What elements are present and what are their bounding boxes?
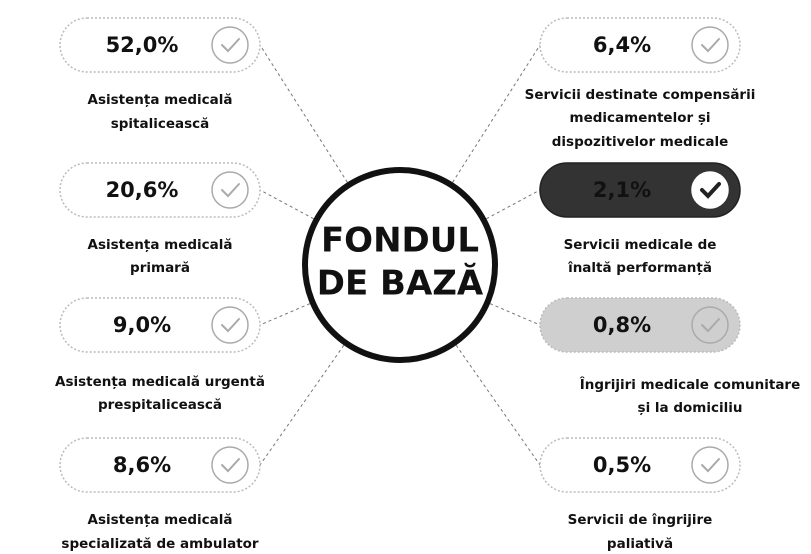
value-pill — [539, 297, 741, 353]
item-label: medicamentelor și — [570, 110, 711, 126]
value: 0,8% — [593, 313, 651, 337]
value: 20,6% — [106, 178, 179, 202]
value-pill — [59, 437, 261, 493]
check-mark — [701, 318, 720, 333]
check-mark — [221, 38, 240, 53]
value-pill — [539, 17, 741, 73]
check-mark — [221, 318, 240, 333]
check-icon — [691, 306, 729, 344]
link-line — [452, 44, 541, 183]
value-pill — [59, 297, 261, 353]
check-icon — [211, 446, 249, 484]
check-mark — [221, 458, 240, 473]
link-line — [259, 303, 311, 326]
item-label: Asistența medicală — [88, 512, 233, 528]
center-line: FONDUL — [321, 221, 479, 261]
check-mark — [700, 182, 721, 199]
item-label: Servicii medicale de — [564, 237, 717, 253]
value: 8,6% — [113, 453, 171, 477]
link-line — [489, 303, 541, 326]
item-label: specializată de ambulator — [61, 536, 259, 552]
check-mark — [701, 458, 720, 473]
links — [259, 44, 541, 466]
value-pill — [59, 162, 261, 218]
check-icon — [211, 171, 249, 209]
item-label: Asistența medicală — [88, 237, 233, 253]
value: 0,5% — [593, 453, 651, 477]
check-icon — [211, 26, 249, 64]
item-label: Servicii de îngrijire — [568, 512, 713, 528]
link-line — [259, 44, 348, 183]
link-line — [455, 344, 541, 466]
check-icon — [691, 26, 729, 64]
check-icon — [691, 446, 729, 484]
item-label: dispozitivelor medicale — [552, 134, 728, 150]
item-label: Asistența medicală urgentă — [55, 374, 265, 390]
link-line — [259, 189, 314, 220]
item-label: Asistența medicală — [88, 92, 233, 108]
item-label: Servicii destinate compensării — [525, 87, 756, 103]
check-mark — [701, 38, 720, 53]
value-pill — [539, 437, 741, 493]
value-pill — [539, 162, 741, 218]
value: 6,4% — [593, 33, 651, 57]
value: 52,0% — [106, 33, 179, 57]
value: 9,0% — [113, 313, 171, 337]
value-pill — [59, 17, 261, 73]
item-label: și la domiciliu — [638, 400, 743, 416]
item-label: paliativă — [607, 536, 673, 552]
check-mark — [221, 183, 240, 198]
check-icon — [691, 171, 729, 209]
center-circle — [302, 167, 498, 363]
item-label: spitalicească — [111, 116, 210, 132]
check-icon — [211, 306, 249, 344]
link-line — [486, 189, 541, 220]
item-label: Îngrijiri medicale comunitare — [580, 376, 801, 393]
link-line — [259, 344, 345, 466]
item-label: primară — [130, 260, 190, 276]
item-label: înaltă performanță — [567, 260, 712, 276]
center-line: DE BAZĂ — [317, 263, 484, 304]
value: 2,1% — [593, 178, 651, 202]
item-label: prespitalicească — [98, 397, 222, 413]
